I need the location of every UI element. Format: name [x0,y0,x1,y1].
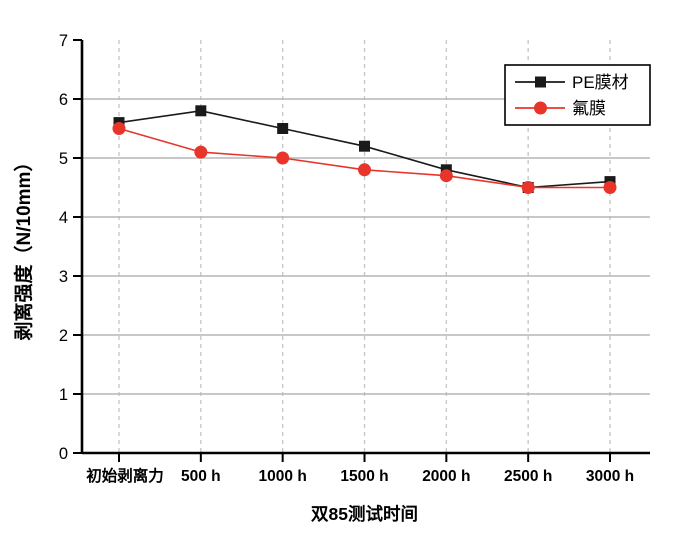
y-tick-label: 6 [59,91,68,109]
x-tick-label: 1000 h [259,468,307,485]
data-point-marker [277,123,289,134]
x-tick-label: 2000 h [422,468,470,485]
x-tick-label: 3000 h [586,468,634,485]
data-point-marker [521,181,535,194]
data-point-marker [359,140,370,152]
x-axis-title: 双85测试时间 [311,504,418,524]
data-point-marker [439,169,453,183]
x-tick-label: 2500 h [504,468,552,485]
legend-marker-square [535,76,546,88]
y-axis-title: 剥离强度（N/10mm） [12,153,35,341]
y-tick-label: 7 [59,32,68,50]
y-tick-label: 1 [59,386,68,404]
legend-label: 氟膜 [572,99,606,118]
data-point-marker [112,122,126,135]
legend-marker-circle [534,101,547,115]
x-tick-label: 初始剥离力 [86,466,164,485]
data-point-marker [276,151,290,165]
data-point-marker [195,105,207,117]
legend-box [504,64,651,126]
data-point-marker [603,181,617,194]
y-tick-label: 5 [59,150,68,168]
y-tick-label: 2 [59,327,68,345]
y-tick-label: 3 [59,268,68,286]
y-tick-label: 4 [59,209,68,227]
x-tick-label: 1500 h [340,468,388,485]
y-tick-label: 0 [59,445,68,463]
legend-label: PE膜材 [572,73,629,92]
x-tick-label: 500 h [181,468,221,485]
data-point-marker [194,145,208,159]
data-point-marker [358,163,371,177]
